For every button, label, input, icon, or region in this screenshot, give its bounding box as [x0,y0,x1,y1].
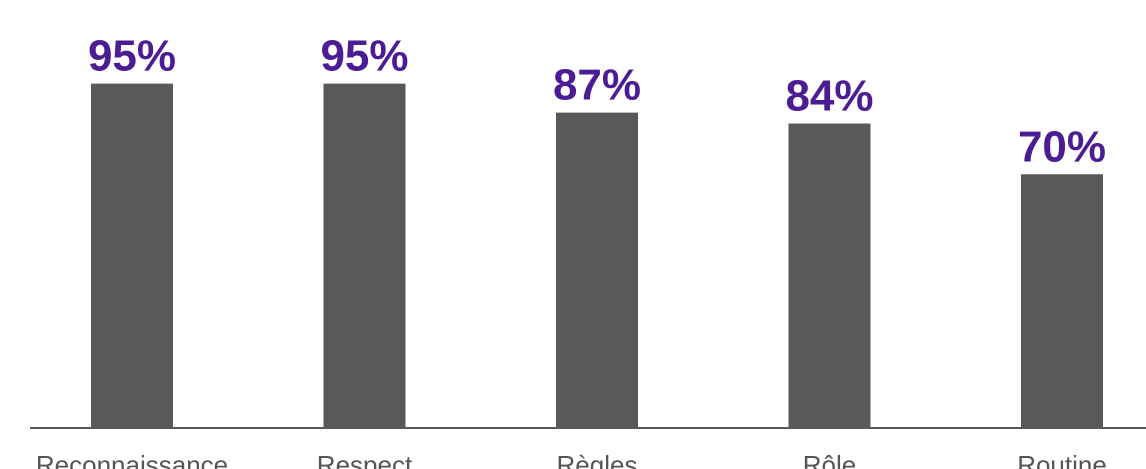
category-label-4: Routine [1017,450,1107,469]
category-label-3: Rôle [803,450,856,469]
value-label-4: 70% [1018,122,1106,171]
bar-3 [788,123,871,428]
category-label-1: Respect [317,450,413,469]
bar-2 [556,112,638,428]
bar-4 [1021,174,1103,428]
bar-0 [91,83,173,428]
category-label-2: Règles [557,450,638,469]
value-label-3: 84% [785,72,873,121]
value-label-1: 95% [320,32,408,81]
value-label-2: 87% [553,61,641,110]
value-label-0: 95% [88,32,176,81]
category-labels-group: Reconnaissance Respect Règles Rôle Routine [36,450,1107,469]
value-labels-group: 95% 95% 87% 84% 70% [88,32,1106,172]
bars-group [91,83,1103,428]
category-label-0: Reconnaissance [36,450,228,469]
bar-1 [323,83,406,428]
